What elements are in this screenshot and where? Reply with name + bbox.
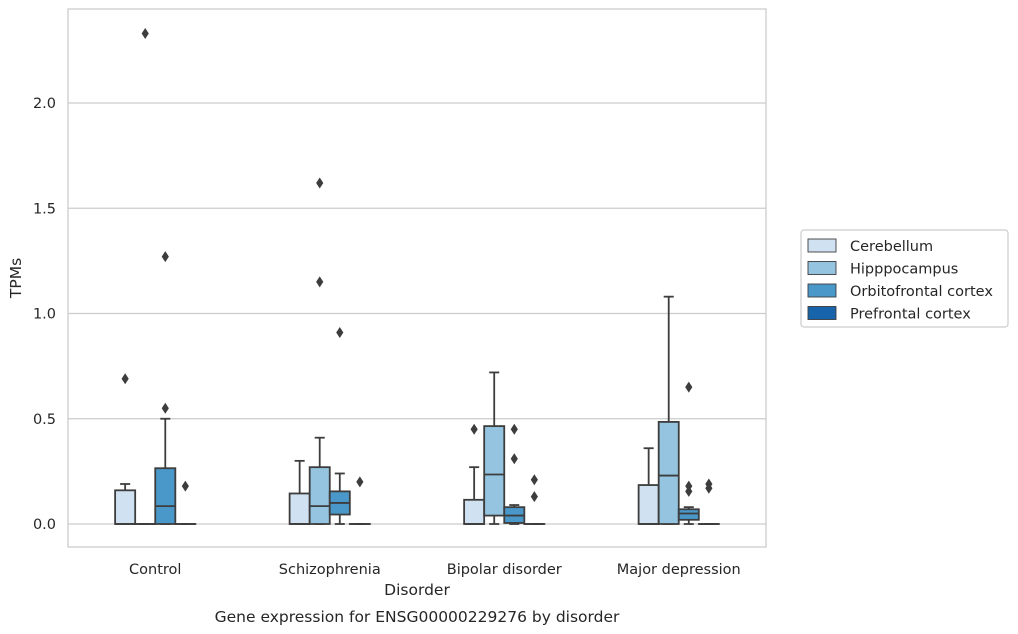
outlier-point: [181, 480, 189, 492]
chart-caption: Gene expression for ENSG00000229276 by d…: [215, 608, 620, 626]
outlier-point: [336, 326, 344, 338]
legend-label: Prefrontal cortex: [850, 307, 971, 323]
box: [677, 381, 700, 525]
outlier-point: [510, 423, 518, 435]
box: [174, 480, 197, 525]
box: [463, 423, 486, 525]
legend-swatch: [807, 283, 837, 298]
plot-frame: [67, 8, 767, 548]
box-body: [154, 467, 177, 525]
box-body: [463, 498, 486, 525]
box: [288, 459, 311, 525]
y-tick-label: 1.5: [33, 201, 56, 217]
outlier-point: [685, 381, 693, 393]
box-body: [483, 425, 506, 517]
legend-label: Hipppocampus: [850, 262, 958, 278]
outlier-point: [530, 474, 538, 486]
outlier-point: [141, 28, 149, 40]
y-tick-label: 2.0: [33, 96, 56, 112]
category-group: [637, 295, 720, 525]
box-groups: [114, 28, 720, 525]
x-tick-label: Schizophrenia: [279, 562, 381, 578]
category-group: [288, 177, 371, 525]
legend: Cerebellum Hipppocampus Orbitofrontal cort…: [800, 229, 1009, 328]
legend-label: Cerebellum: [850, 239, 933, 255]
x-tick-label: Bipolar disorder: [447, 562, 562, 578]
box: [308, 177, 331, 525]
outlier-point: [356, 476, 364, 488]
box-body: [114, 489, 137, 525]
outlier-point: [316, 276, 324, 288]
box: [114, 373, 137, 525]
box: [637, 447, 660, 525]
box-body: [637, 484, 660, 525]
box: [328, 326, 351, 525]
outlier-point: [705, 482, 713, 494]
legend-swatch: [807, 238, 837, 253]
outlier-point: [685, 485, 693, 497]
outlier-point: [121, 373, 129, 385]
y-axis-label: TPMs: [7, 258, 25, 299]
outlier-point: [510, 453, 518, 465]
legend-frame: [800, 229, 1009, 328]
x-tick-label: Major depression: [617, 562, 741, 578]
legend-swatch: [807, 261, 837, 275]
y-tick-labels: 0.0 0.5 1.0 1.5 2.0: [33, 96, 56, 533]
box-body: [308, 466, 331, 525]
legend-swatch: [807, 306, 837, 320]
outlier-point: [470, 423, 478, 435]
outlier-point: [530, 491, 538, 503]
box: [523, 474, 546, 525]
outlier-point: [316, 177, 324, 189]
box: [503, 423, 526, 525]
box-body: [288, 492, 311, 525]
box: [657, 295, 680, 525]
x-tick-label: Control: [129, 562, 181, 578]
box: [348, 476, 371, 525]
x-tick-labels: Control Schizophrenia Bipolar disorder Majo…: [129, 562, 741, 578]
x-axis-label: Disorder: [384, 581, 450, 599]
legend-label: Orbitofrontal cortex: [850, 284, 993, 300]
box: [697, 478, 720, 525]
category-group: [114, 28, 197, 525]
box: [154, 251, 177, 525]
box: [483, 371, 506, 525]
outlier-point: [161, 251, 169, 263]
box-body: [657, 421, 680, 525]
y-tick-label: 0.5: [33, 412, 56, 428]
outlier-point: [161, 402, 169, 414]
y-tick-label: 0.0: [33, 517, 56, 533]
box-body: [677, 508, 700, 521]
category-group: [463, 371, 546, 525]
y-tick-label: 1.0: [33, 307, 56, 323]
